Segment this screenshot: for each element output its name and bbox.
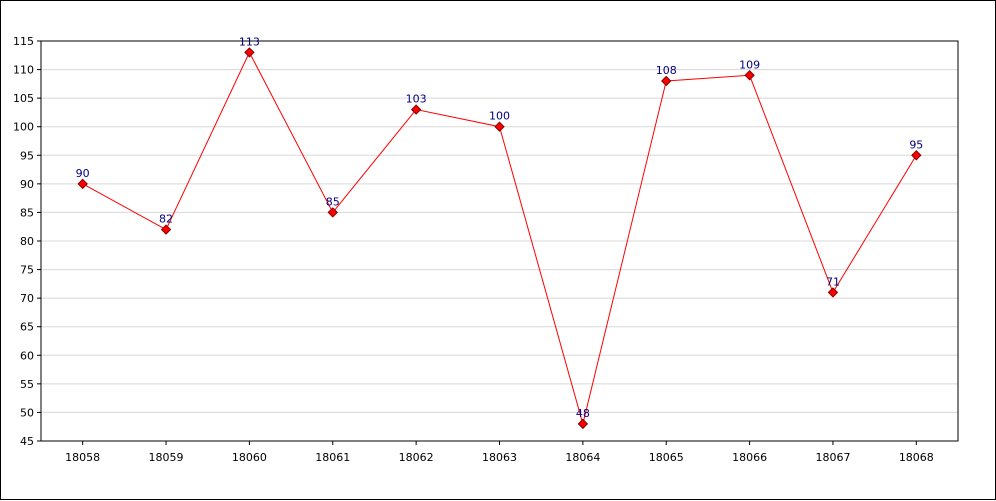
data-point — [160, 224, 172, 235]
y-tick-label: 110 — [13, 64, 34, 77]
x-tick-label: 18058 — [65, 451, 100, 464]
y-tick-label: 75 — [20, 264, 34, 277]
data-label: 95 — [909, 138, 923, 151]
data-label: 103 — [406, 93, 427, 106]
x-tick-label: 18061 — [315, 451, 350, 464]
y-tick-label: 80 — [20, 235, 34, 248]
y-tick-label: 95 — [20, 149, 34, 162]
data-label: 113 — [239, 35, 260, 48]
y-tick-label: 90 — [20, 178, 34, 191]
data-label: 109 — [739, 58, 760, 71]
data-point — [410, 104, 422, 115]
y-tick-label: 70 — [20, 292, 34, 305]
x-tick-label: 18059 — [149, 451, 184, 464]
y-tick-label: 85 — [20, 206, 34, 219]
series-line — [82, 51, 917, 426]
data-point — [77, 178, 88, 190]
x-tick-label: 18065 — [649, 451, 684, 464]
y-tick-label: 50 — [20, 406, 34, 419]
x-axis: 18058 18059 18060 18061 18062 18063 18064 18065… — [65, 441, 934, 464]
y-tick-label: 100 — [13, 121, 34, 134]
y-tick-label: 115 — [13, 35, 34, 48]
data-label: 85 — [326, 195, 340, 208]
data-label: 100 — [489, 110, 510, 123]
grid-lines — [41, 69, 958, 413]
x-tick-label: 18060 — [232, 451, 267, 464]
data-label: 48 — [576, 407, 590, 420]
x-tick-label: 18062 — [399, 451, 434, 464]
data-label: 82 — [159, 213, 173, 226]
data-label: 108 — [656, 64, 677, 77]
x-tick-label: 18068 — [899, 451, 934, 464]
data-points — [77, 47, 922, 430]
data-label: 71 — [826, 275, 840, 288]
data-point — [244, 47, 255, 58]
x-tick-label: 18063 — [482, 451, 517, 464]
data-point — [494, 121, 505, 132]
data-point — [911, 150, 922, 161]
y-tick-label: 45 — [20, 435, 34, 448]
y-tick-label: 60 — [20, 349, 34, 362]
x-tick-label: 18064 — [565, 451, 600, 464]
data-labels: 90 82 113 85 103 100 48 108 109 71 95 — [76, 35, 924, 419]
x-tick-label: 18066 — [732, 451, 767, 464]
y-tick-label: 55 — [20, 378, 34, 391]
data-point — [661, 75, 672, 87]
data-point — [577, 418, 589, 430]
y-tick-label: 65 — [20, 321, 34, 334]
data-point — [827, 287, 839, 298]
data-point — [744, 70, 755, 81]
y-tick-label: 105 — [13, 92, 34, 105]
y-axis: 45 50 55 60 65 70 75 80 85 90 95 100 105 110 115 — [13, 35, 41, 448]
data-point — [327, 207, 338, 218]
data-label: 90 — [76, 167, 90, 180]
x-tick-label: 18067 — [815, 451, 850, 464]
